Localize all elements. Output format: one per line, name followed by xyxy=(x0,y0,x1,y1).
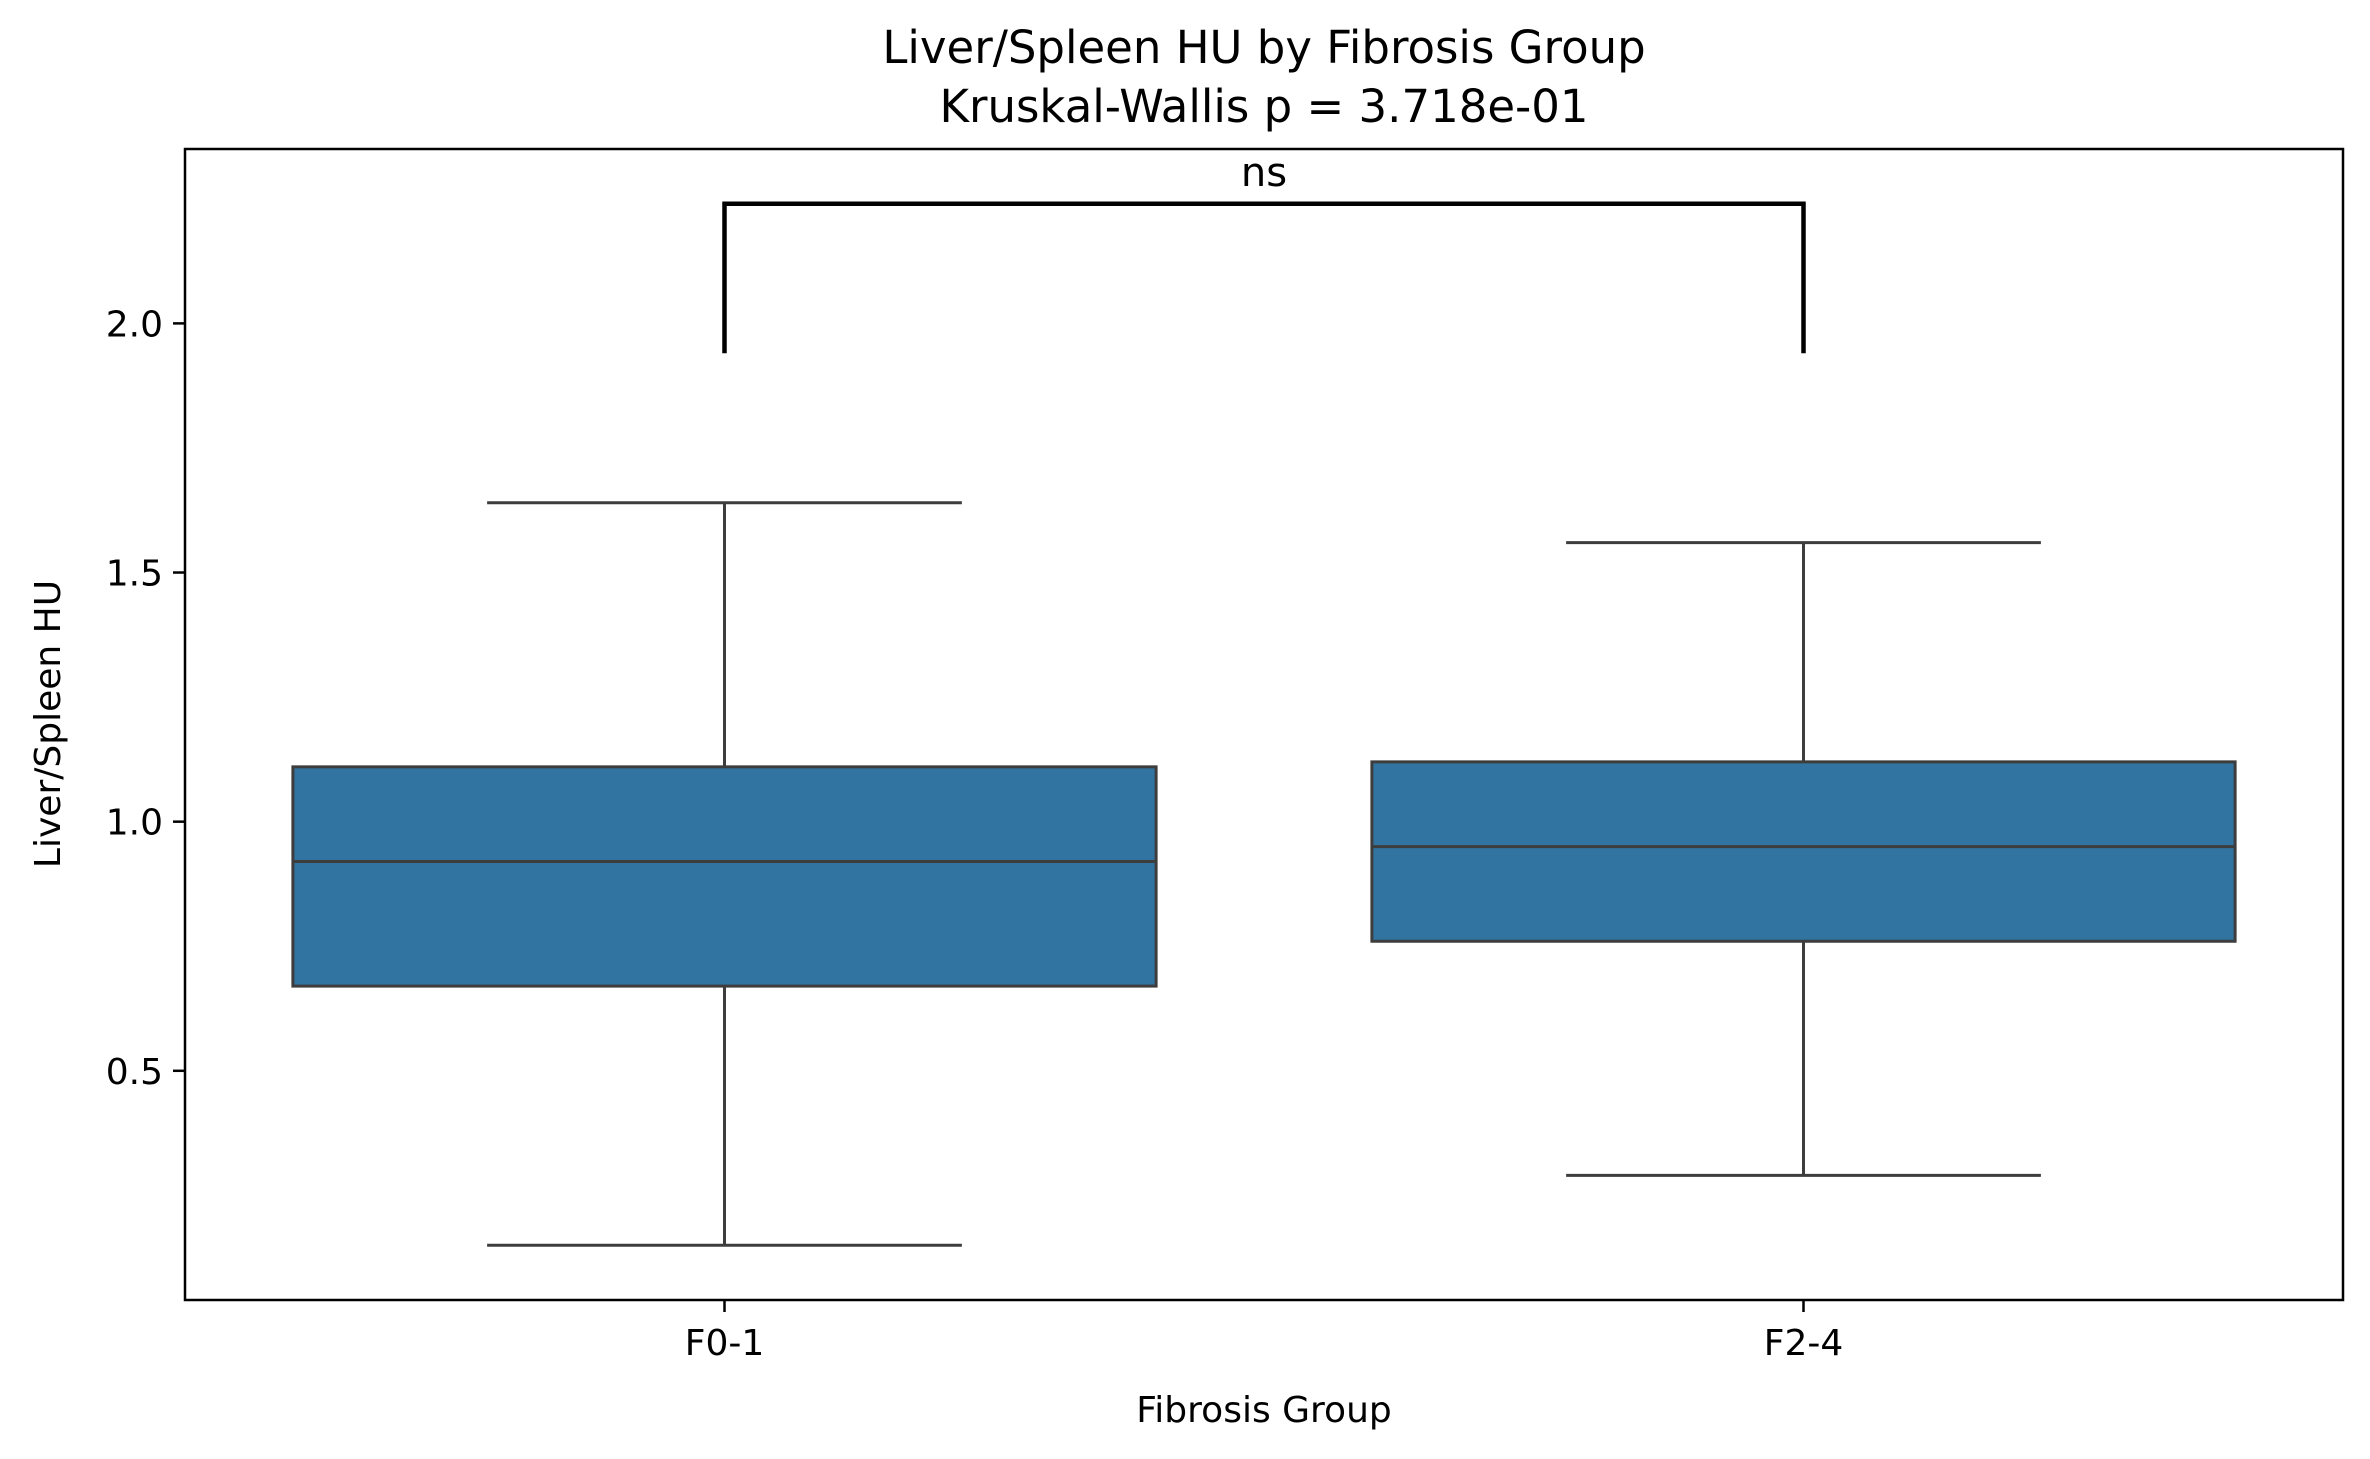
chart-subtitle: Kruskal-Wallis p = 3.718e-01 xyxy=(939,80,1588,133)
chart-title: Liver/Spleen HU by Fibrosis Group xyxy=(882,21,1645,74)
y-axis-label: Liver/Spleen HU xyxy=(28,580,69,868)
box-f0-1 xyxy=(291,765,1158,988)
x-axis-label: Fibrosis Group xyxy=(1136,1390,1392,1431)
y-tick-label: 1.0 xyxy=(106,803,163,844)
plot-frame xyxy=(183,147,2345,1302)
x-tick-label: F2-4 xyxy=(1764,1323,1844,1364)
y-tick-label: 2.0 xyxy=(106,304,163,345)
significance-label: ns xyxy=(1241,150,1287,196)
x-tick-label: F0-1 xyxy=(685,1323,765,1364)
box-f2-4 xyxy=(1370,760,2237,943)
y-tick-label: 0.5 xyxy=(106,1052,163,1093)
y-tick-label: 1.5 xyxy=(106,554,163,595)
significance-bracket xyxy=(722,201,1806,354)
plot-area: ns 0.5 1.0 1.5 2.0 F0-1 F2-4 xyxy=(106,150,2237,1364)
